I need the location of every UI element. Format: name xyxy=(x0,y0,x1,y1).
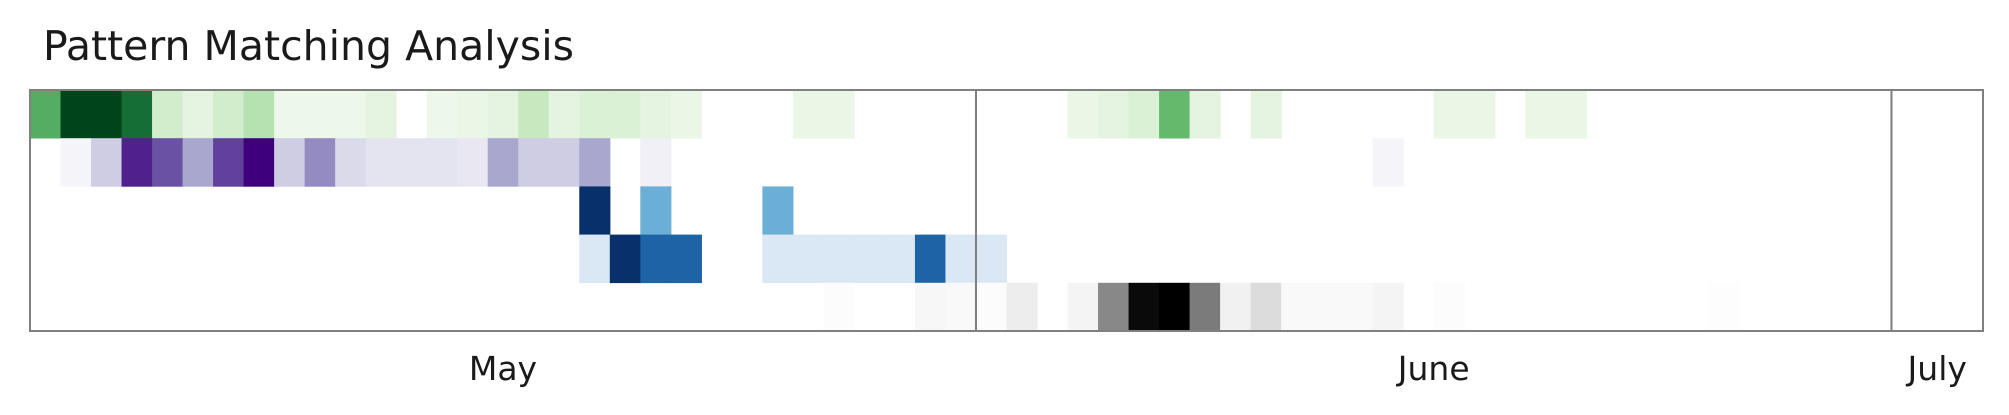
heatmap-cell xyxy=(1250,90,1282,139)
heatmap-cell xyxy=(945,282,977,332)
heatmap-cell xyxy=(1464,90,1496,139)
month-labels: May June July xyxy=(469,349,1967,388)
heatmap-cell xyxy=(1098,282,1130,332)
heatmap-cell xyxy=(884,234,916,284)
heatmap-cell xyxy=(213,90,245,139)
heatmap-cell xyxy=(1433,90,1465,139)
heatmap-cell xyxy=(1525,90,1557,139)
heatmap-cell xyxy=(396,138,428,187)
heatmap-cell xyxy=(182,90,214,139)
heatmap-cell xyxy=(548,138,580,187)
heatmap-cell xyxy=(1250,282,1282,332)
heatmap-cell xyxy=(1433,282,1465,332)
heatmap-cell xyxy=(91,138,123,187)
heatmap-cell xyxy=(1708,282,1740,332)
heatmap-cell xyxy=(609,90,641,139)
heatmap-cell xyxy=(1311,282,1343,332)
month-label: July xyxy=(1906,349,1967,388)
heatmap-cell xyxy=(304,90,336,139)
heatmap-cell xyxy=(762,234,794,284)
heatmap-cell xyxy=(914,234,947,284)
heatmap-cell xyxy=(91,90,123,139)
heatmap-cell xyxy=(30,90,62,139)
heatmap-cell xyxy=(213,138,245,187)
heatmap-cell xyxy=(823,282,855,332)
heatmap-cell xyxy=(975,234,1008,284)
heatmap-cell xyxy=(609,234,641,284)
heatmap-cell xyxy=(121,138,153,187)
heatmap-cell xyxy=(1555,90,1587,139)
month-label: June xyxy=(1396,349,1470,388)
heatmap-cell xyxy=(1159,282,1191,332)
heatmap-cell xyxy=(426,90,458,139)
heatmap-cell xyxy=(518,90,550,139)
heatmap-cell xyxy=(945,234,977,284)
heatmap-cell xyxy=(182,138,214,187)
heatmap-cell xyxy=(823,90,855,139)
heatmap-cell xyxy=(670,234,702,284)
heatmap-cell xyxy=(487,90,519,139)
heatmap-cell xyxy=(1189,90,1221,139)
heatmap-cell xyxy=(1067,282,1099,332)
heatmap-cell xyxy=(1220,282,1252,332)
month-panel-frame xyxy=(1890,89,1984,332)
heatmap-cell xyxy=(914,282,947,332)
heatmap-cell xyxy=(60,138,92,187)
heatmap-cell xyxy=(853,234,886,284)
heatmap-cell xyxy=(457,90,489,139)
heatmap-cell xyxy=(518,138,550,187)
heatmap-cell xyxy=(243,90,275,139)
heatmap-cell xyxy=(1098,90,1130,139)
heatmap-cell xyxy=(640,234,672,284)
heatmap-cell xyxy=(1128,90,1160,139)
heatmap-cell xyxy=(365,90,397,139)
heatmap-cell xyxy=(1372,138,1404,187)
heatmap-cell xyxy=(1159,90,1191,139)
heatmap-cells xyxy=(30,90,1740,332)
heatmap-cell xyxy=(1372,282,1404,332)
heatmap-cell xyxy=(121,90,153,139)
heatmap-cell xyxy=(152,138,184,187)
heatmap-cell xyxy=(365,138,397,187)
heatmap-cell xyxy=(792,234,825,284)
heatmap-cell xyxy=(304,138,336,187)
heatmap-cell xyxy=(60,90,92,139)
heatmap-cell xyxy=(579,186,611,235)
heatmap-cell xyxy=(487,138,519,187)
heatmap-cell xyxy=(243,138,275,187)
month-panels xyxy=(29,89,1984,332)
heatmap-cell xyxy=(579,138,611,187)
heatmap-cell xyxy=(640,186,672,235)
heatmap-cell xyxy=(762,186,794,235)
heatmap-cell xyxy=(152,90,184,139)
heatmap-cell xyxy=(670,90,702,139)
heatmap-cell xyxy=(823,234,855,284)
heatmap-cell xyxy=(426,138,458,187)
chart-title: Pattern Matching Analysis xyxy=(43,22,574,70)
heatmap-cell xyxy=(548,90,580,139)
heatmap-cell xyxy=(457,138,489,187)
heatmap-cell xyxy=(640,90,672,139)
heatmap-cell xyxy=(1189,282,1221,332)
heatmap-cell xyxy=(1128,282,1160,332)
heatmap-cell xyxy=(1006,282,1038,332)
heatmap-cell xyxy=(579,234,611,284)
heatmap-cell xyxy=(274,138,306,187)
heatmap-cell xyxy=(335,138,367,187)
heatmap-cell xyxy=(1281,282,1313,332)
heatmap-cell xyxy=(1067,90,1099,139)
heatmap-cell xyxy=(274,90,306,139)
month-label: May xyxy=(469,349,537,388)
heatmap-cell xyxy=(640,138,672,187)
heatmap-cell xyxy=(792,90,825,139)
heatmap-cell xyxy=(1342,282,1374,332)
heatmap-cell xyxy=(975,282,1008,332)
heatmap-cell xyxy=(579,90,611,139)
heatmap-cell xyxy=(335,90,367,139)
